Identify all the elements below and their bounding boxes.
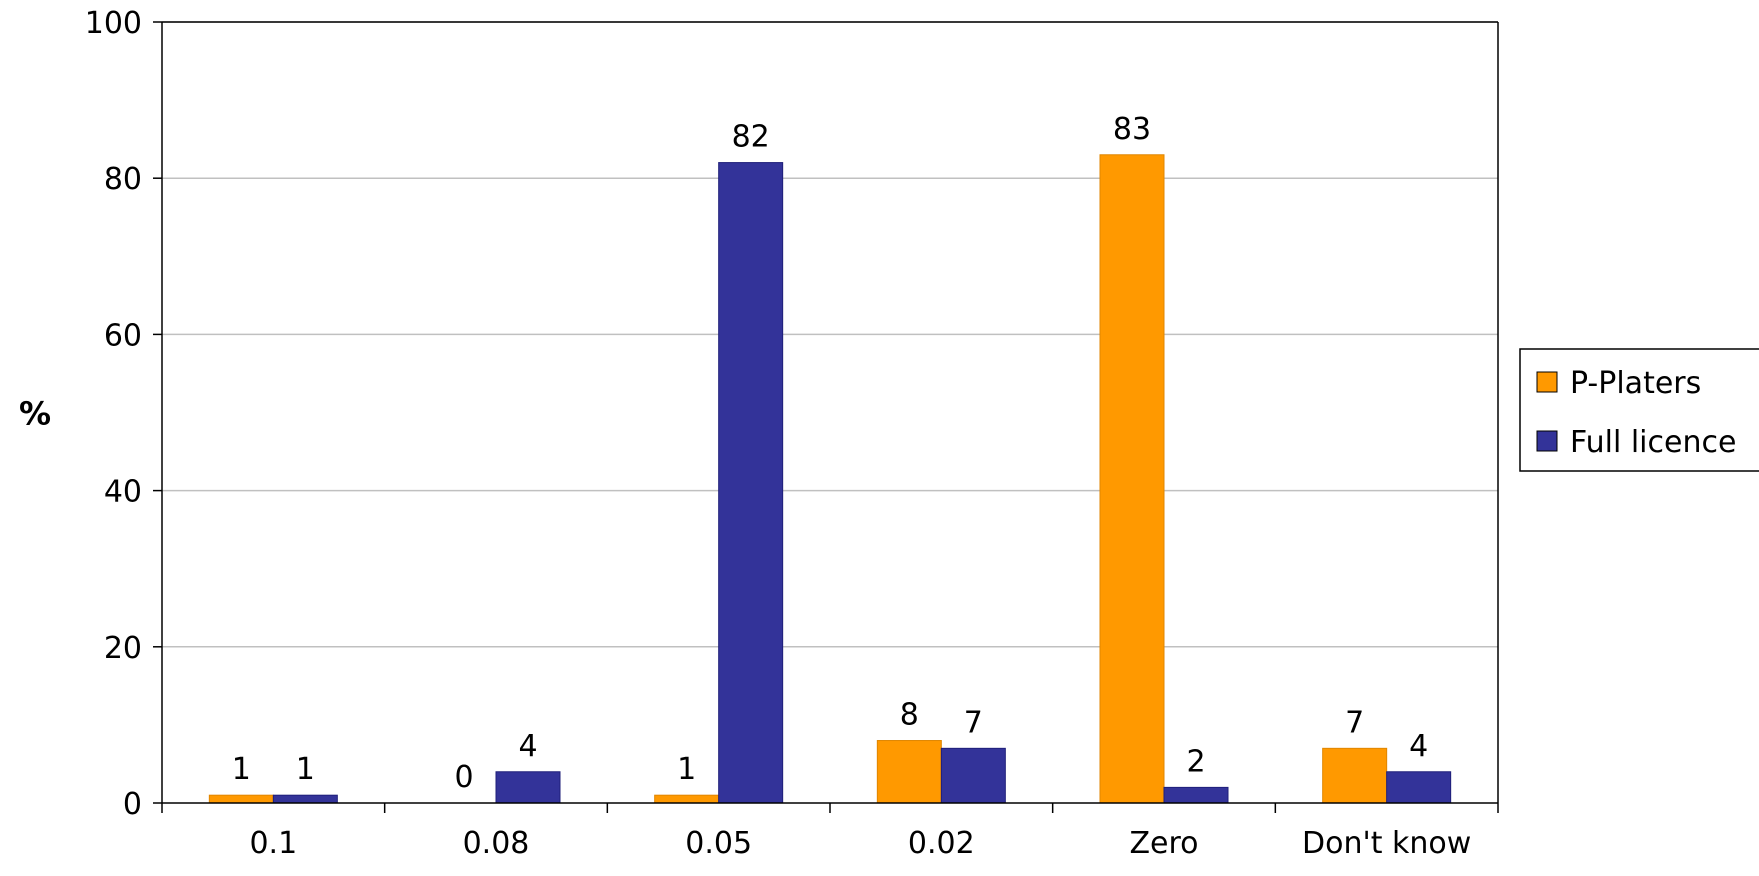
y-tick-label: 60: [104, 318, 142, 353]
legend-label: Full licence: [1570, 425, 1736, 460]
legend-box: [1519, 348, 1759, 472]
data-label: 1: [677, 752, 696, 787]
x-tick-label: 0.08: [463, 826, 530, 861]
data-label: 1: [296, 752, 315, 787]
y-tick-label: 80: [104, 162, 142, 197]
data-label: 0: [454, 760, 473, 795]
y-tick-label: 20: [104, 631, 142, 666]
legend-swatch: [1536, 430, 1558, 452]
legend-label: P-Platers: [1570, 366, 1701, 401]
bar: [272, 794, 338, 804]
data-label: 8: [900, 698, 919, 733]
bar: [940, 747, 1006, 804]
data-label: 1: [232, 752, 251, 787]
bar: [495, 771, 561, 804]
bar: [1386, 771, 1452, 804]
x-tick-label: 0.1: [249, 826, 297, 861]
y-tick-label: 0: [123, 787, 142, 822]
data-label: 4: [1409, 729, 1428, 764]
bar: [876, 740, 942, 804]
y-tick-label: 100: [85, 6, 142, 41]
bars: [208, 154, 1452, 804]
gridlines: [162, 21, 1498, 648]
bar: [1322, 747, 1388, 804]
data-label: 7: [964, 705, 983, 740]
data-label: 82: [732, 120, 770, 155]
bar: [1163, 786, 1229, 804]
data-label: 2: [1186, 744, 1205, 779]
legend: P-Platers Full licence: [1519, 348, 1759, 472]
bar: [654, 794, 720, 804]
x-tick-label: 0.05: [685, 826, 752, 861]
legend-swatch: [1536, 371, 1558, 393]
x-tick-label: 0.02: [908, 826, 975, 861]
x-tick-label: Zero: [1129, 826, 1198, 861]
x-tick-label: Don't know: [1302, 826, 1471, 861]
data-label: 4: [518, 729, 537, 764]
data-label: 83: [1113, 112, 1151, 147]
y-tick-label: 40: [104, 475, 142, 510]
bar: [718, 162, 784, 804]
data-label: 7: [1345, 705, 1364, 740]
bar: [1099, 154, 1165, 804]
bar: [208, 794, 274, 804]
y-axis-label: %: [19, 395, 51, 433]
